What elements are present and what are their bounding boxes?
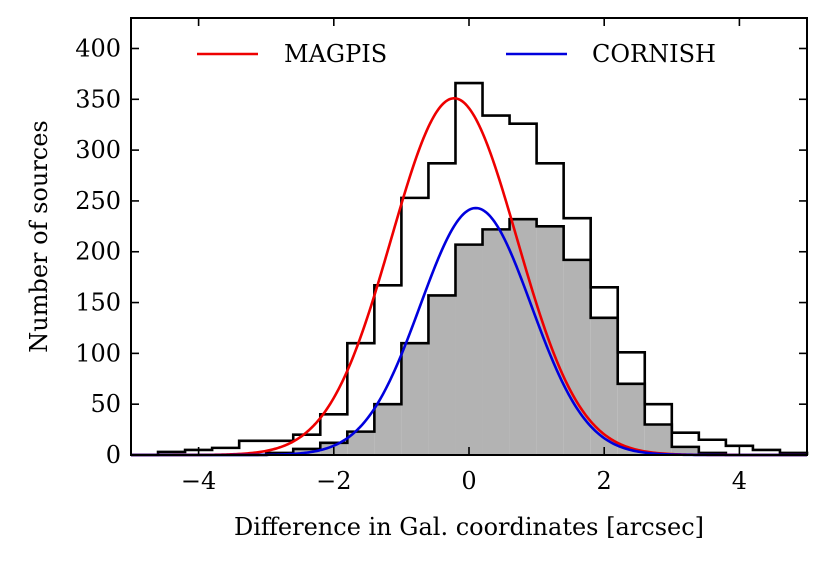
axis-ticks: −4 −2 0 2 4 0 50 100 150 200 250 300 350 400: [75, 18, 807, 495]
cornish-bar: [563, 259, 591, 455]
y-tick-label: 50: [90, 390, 121, 418]
y-tick-label: 400: [75, 34, 121, 62]
cornish-bar: [455, 244, 483, 455]
legend-label: CORNISH: [592, 40, 716, 68]
cornish-bar: [509, 219, 537, 455]
x-tick-label: 2: [597, 467, 612, 495]
cornish-bar: [428, 295, 456, 455]
x-axis-label: Difference in Gal. coordinates [arcsec]: [234, 513, 704, 541]
legend-item-cornish: CORNISH: [506, 40, 716, 68]
y-tick-label: 200: [75, 238, 121, 266]
x-tick-label: −2: [316, 467, 351, 495]
legend-item-magpis: MAGPIS: [197, 40, 387, 68]
cornish-bar: [347, 431, 375, 455]
legend: MAGPIS CORNISH: [197, 40, 716, 68]
y-tick-label: 0: [106, 441, 121, 469]
x-tick-label: −4: [181, 467, 216, 495]
histogram-bars: [131, 81, 809, 457]
cornish-bar: [644, 424, 672, 455]
x-tick-label: 0: [461, 467, 476, 495]
y-tick-label: 300: [75, 136, 121, 164]
legend-label: MAGPIS: [284, 40, 387, 68]
magpis-histogram-outline: [131, 81, 809, 457]
cornish-bar: [617, 383, 645, 455]
y-tick-label: 350: [75, 85, 121, 113]
x-tick-label: 4: [732, 467, 747, 495]
y-axis-label: Number of sources: [25, 120, 53, 353]
cornish-bar: [374, 404, 402, 455]
y-tick-label: 150: [75, 289, 121, 317]
y-tick-label: 100: [75, 339, 121, 367]
cornish-bar: [482, 229, 510, 455]
y-tick-label: 250: [75, 187, 121, 215]
cornish-histogram-outline: [131, 217, 807, 457]
cornish-bar: [671, 446, 699, 455]
cornish-bar: [401, 343, 429, 455]
